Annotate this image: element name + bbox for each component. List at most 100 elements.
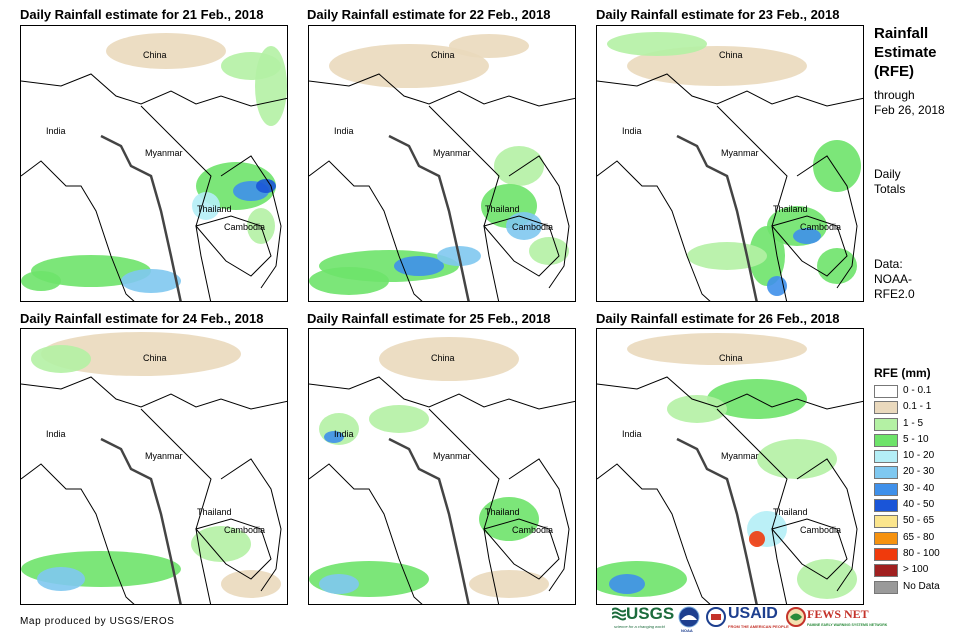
legend-label: 40 - 50 <box>903 499 935 511</box>
panel-title-4: Daily Rainfall estimate for 24 Feb., 201… <box>20 311 264 326</box>
through-line: Feb 26, 2018 <box>874 103 945 117</box>
label-cambodia: Cambodia <box>512 222 554 232</box>
label-india: India <box>622 126 642 136</box>
label-china: China <box>143 50 167 60</box>
legend-label: No Data <box>903 580 940 592</box>
noaa-logo: NOAA <box>678 604 702 634</box>
label-cambodia: Cambodia <box>224 222 266 232</box>
noaa-emblem-icon <box>678 606 700 628</box>
label-cambodia: Cambodia <box>800 525 842 535</box>
label-myanmar: Myanmar <box>145 148 183 158</box>
label-myanmar: Myanmar <box>433 148 471 158</box>
legend-label: > 100 <box>903 564 929 576</box>
map-canvas <box>597 32 863 301</box>
sidebar-title: Rainfall Estimate (RFE) <box>874 24 937 81</box>
map-canvas <box>309 337 575 604</box>
fewsnet-globe-icon <box>786 607 806 627</box>
map-canvas <box>21 332 287 604</box>
label-china: China <box>431 50 455 60</box>
usaid-logo: USAID FROM THE AMERICAN PEOPLE <box>706 604 789 634</box>
sidebar-title-line: Rainfall <box>874 25 929 42</box>
legend-swatch <box>874 499 898 513</box>
usgs-wave-icon <box>612 607 626 621</box>
label-india: India <box>622 429 642 439</box>
label-myanmar: Myanmar <box>145 451 183 461</box>
usaid-seal-icon <box>706 607 726 627</box>
sidebar-title-line: Estimate <box>874 44 937 61</box>
legend-swatch <box>874 531 898 545</box>
sidebar-totals: Daily Totals <box>874 167 905 197</box>
legend-title: RFE (mm) <box>874 366 931 380</box>
totals-line: Daily <box>874 167 901 181</box>
panel-title-3: Daily Rainfall estimate for 23 Feb., 201… <box>596 7 840 22</box>
sidebar-through: through Feb 26, 2018 <box>874 88 945 118</box>
legend-swatch <box>874 417 898 431</box>
fewsnet-tagline: FAMINE EARLY WARNING SYSTEMS NETWORK <box>807 623 888 627</box>
map-canvas <box>309 34 575 301</box>
label-thailand: Thailand <box>773 204 808 214</box>
label-india: India <box>46 126 66 136</box>
label-thailand: Thailand <box>773 507 808 517</box>
legend-label: 80 - 100 <box>903 547 940 559</box>
panel-title-6: Daily Rainfall estimate for 26 Feb., 201… <box>596 311 840 326</box>
label-thailand: Thailand <box>197 204 232 214</box>
legend-swatch <box>874 433 898 447</box>
legend-swatch <box>874 482 898 496</box>
usgs-tagline: science for a changing world <box>614 624 665 629</box>
label-india: India <box>46 429 66 439</box>
label-cambodia: Cambodia <box>224 525 266 535</box>
label-china: China <box>143 353 167 363</box>
legend-swatch <box>874 580 898 594</box>
fewsnet-wordmark: FEWS NET <box>807 607 869 621</box>
totals-line: Totals <box>874 182 906 196</box>
legend-label: 65 - 80 <box>903 531 935 543</box>
map-canvas <box>21 33 287 301</box>
rainfall-map-21-feb: China India Myanmar Thailand Cambodia <box>20 25 288 302</box>
legend-label: 5 - 10 <box>903 433 929 445</box>
map-canvas <box>597 333 863 604</box>
label-myanmar: Myanmar <box>721 451 759 461</box>
rainfall-map-23-feb: China India Myanmar Thailand Cambodia <box>596 25 864 302</box>
data-line: RFE2.0 <box>874 287 915 301</box>
sidebar-title-line: (RFE) <box>874 63 914 80</box>
usgs-logo: USGS science for a changing world <box>612 604 676 634</box>
rainfall-map-26-feb: China India Myanmar Thailand Cambodia <box>596 328 864 605</box>
legend-swatch <box>874 385 898 398</box>
fewsnet-logo: FEWS NET FAMINE EARLY WARNING SYSTEMS NE… <box>786 604 887 634</box>
label-cambodia: Cambodia <box>800 222 842 232</box>
data-line: NOAA- <box>874 272 913 286</box>
label-thailand: Thailand <box>485 507 520 517</box>
through-line: through <box>874 88 915 102</box>
usgs-wordmark: USGS <box>626 604 675 623</box>
legend-label: 10 - 20 <box>903 450 935 462</box>
usaid-wordmark: USAID <box>728 605 778 622</box>
panel-title-1: Daily Rainfall estimate for 21 Feb., 201… <box>20 7 264 22</box>
rainfall-map-22-feb: China India Myanmar Thailand Cambodia <box>308 25 576 302</box>
legend-swatch <box>874 466 898 480</box>
label-china: China <box>431 353 455 363</box>
panel-title-2: Daily Rainfall estimate for 22 Feb., 201… <box>307 7 551 22</box>
noaa-text: NOAA <box>681 628 693 633</box>
legend-label: 1 - 5 <box>903 417 924 429</box>
legend-label: 0 - 0.1 <box>903 385 932 396</box>
rainfall-map-25-feb: China India Myanmar Thailand Cambodia <box>308 328 576 605</box>
sidebar-data-source: Data: NOAA- RFE2.0 <box>874 257 915 302</box>
legend-swatch <box>874 547 898 561</box>
label-cambodia: Cambodia <box>512 525 554 535</box>
legend-label: 0.1 - 1 <box>903 401 932 413</box>
usaid-tagline: FROM THE AMERICAN PEOPLE <box>728 624 789 629</box>
label-china: China <box>719 50 743 60</box>
rainfall-map-24-feb: China India Myanmar Thailand Cambodia <box>20 328 288 605</box>
label-myanmar: Myanmar <box>433 451 471 461</box>
legend-label: 20 - 30 <box>903 466 935 478</box>
legend-swatch <box>874 564 898 578</box>
legend-swatch <box>874 515 898 529</box>
label-china: China <box>719 353 743 363</box>
legend-label: 30 - 40 <box>903 482 935 494</box>
label-thailand: Thailand <box>197 507 232 517</box>
credit-text: Map produced by USGS/EROS <box>20 616 175 627</box>
data-line: Data: <box>874 257 903 271</box>
label-india: India <box>334 126 354 136</box>
panel-title-5: Daily Rainfall estimate for 25 Feb., 201… <box>307 311 551 326</box>
label-india: India <box>334 429 354 439</box>
